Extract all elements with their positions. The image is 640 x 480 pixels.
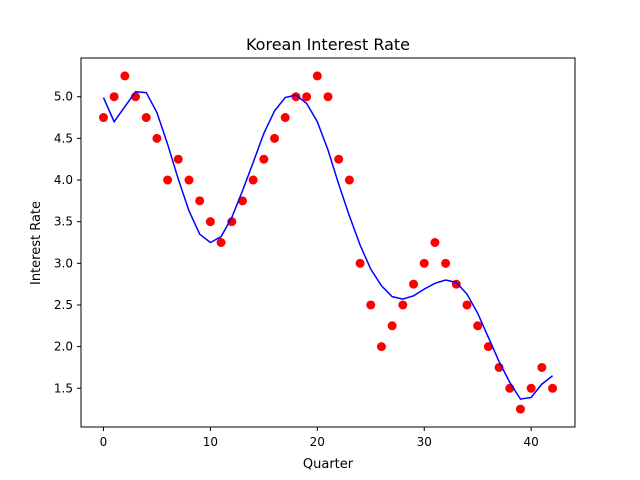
y-tick-label: 2.0 — [54, 340, 73, 354]
data-point — [270, 133, 280, 143]
x-axis-label: Quarter — [303, 457, 354, 472]
y-tick-label: 5.0 — [54, 90, 73, 104]
y-tick-label: 1.5 — [54, 381, 73, 395]
y-tick-label: 2.5 — [54, 298, 73, 312]
data-point — [548, 383, 558, 393]
data-point — [173, 154, 183, 164]
data-point — [355, 258, 365, 268]
y-tick-label: 3.0 — [54, 256, 73, 270]
x-tick-label: 40 — [524, 435, 539, 449]
data-point — [473, 321, 483, 331]
data-point — [237, 196, 247, 206]
data-point — [216, 238, 226, 247]
data-point — [120, 71, 130, 81]
data-point — [430, 238, 440, 247]
x-tick-label: 0 — [100, 435, 108, 449]
data-point — [526, 383, 536, 393]
data-point — [537, 362, 547, 372]
series-line — [102, 90, 554, 400]
y-tick-label: 4.0 — [54, 173, 73, 187]
data-point — [376, 342, 386, 352]
data-point — [302, 92, 312, 102]
data-point — [323, 92, 333, 102]
data-point — [334, 154, 344, 164]
data-point — [419, 258, 429, 268]
data-point — [163, 175, 173, 185]
data-point — [152, 133, 162, 143]
data-point — [462, 300, 472, 310]
data-point — [515, 404, 525, 414]
data-point — [312, 71, 322, 81]
x-tick-label: 30 — [417, 435, 432, 449]
data-point — [205, 217, 215, 227]
data-point — [184, 175, 194, 185]
x-tick-label: 10 — [203, 435, 218, 449]
data-point — [409, 279, 419, 289]
data-point — [141, 113, 151, 123]
data-point — [195, 196, 205, 206]
chart-title: Korean Interest Rate — [246, 35, 410, 54]
data-point — [398, 300, 408, 310]
data-point — [441, 258, 451, 268]
y-axis-label: Interest Rate — [29, 201, 44, 285]
data-point — [280, 113, 290, 123]
y-tick-label: 4.5 — [54, 131, 73, 145]
data-point — [248, 175, 258, 185]
y-tick-label: 3.5 — [54, 215, 73, 229]
data-point — [366, 300, 376, 310]
plot-area — [98, 71, 558, 414]
axes-frame — [80, 57, 576, 428]
data-point — [227, 217, 237, 227]
data-point — [259, 154, 269, 164]
data-point — [387, 321, 397, 331]
data-point — [291, 92, 301, 102]
data-point — [344, 175, 354, 185]
data-point — [109, 92, 119, 102]
x-tick-label: 20 — [310, 435, 325, 449]
data-point — [98, 113, 108, 123]
